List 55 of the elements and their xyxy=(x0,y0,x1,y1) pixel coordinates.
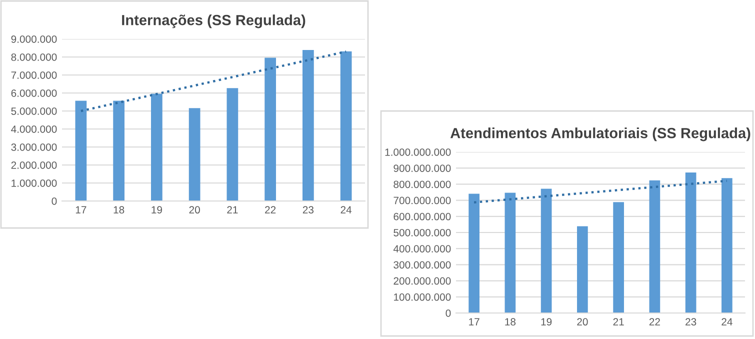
bar xyxy=(113,100,124,201)
x-tick-label: 23 xyxy=(302,206,314,214)
x-tick-label: 19 xyxy=(152,206,162,214)
x-tick-label: 19 xyxy=(541,318,552,326)
x-tick-label: 24 xyxy=(340,206,352,214)
x-tick-label: 18 xyxy=(505,318,516,326)
x-tick-label: 18 xyxy=(114,206,124,214)
bar xyxy=(75,100,87,201)
bar xyxy=(613,202,624,313)
y-tick-label: 4.000.000 xyxy=(11,126,57,133)
x-tick-label: 24 xyxy=(722,318,732,326)
bar xyxy=(302,50,314,201)
x-tick-label: 22 xyxy=(649,318,660,326)
x-tick-label: 17 xyxy=(469,318,480,326)
bar xyxy=(264,58,276,201)
y-tick-label: 9.000.000 xyxy=(11,36,57,43)
y-tick-label: 1.000.000.000 xyxy=(385,148,451,156)
y-tick-label: 7.000.000 xyxy=(11,72,57,79)
bar xyxy=(340,51,352,201)
bar xyxy=(226,88,238,201)
y-tick-label: 5.000.000 xyxy=(11,108,57,115)
y-tick-label: 800.000.000 xyxy=(394,180,451,188)
y-tick-label: 100.000.000 xyxy=(394,293,451,301)
y-tick-label: 400.000.000 xyxy=(393,245,451,252)
x-tick-label: 22 xyxy=(265,206,276,214)
x-tick-label: 20 xyxy=(577,318,588,326)
y-tick-label: 300.000.000 xyxy=(394,261,451,269)
bar xyxy=(504,192,516,313)
bar xyxy=(151,94,162,201)
y-tick-label: 1.000.000 xyxy=(12,180,57,187)
y-tick-label: 8.000.000 xyxy=(11,54,57,61)
y-tick-label: 200.000.000 xyxy=(394,277,451,285)
y-tick-label: 0 xyxy=(446,310,451,317)
y-tick-label: 2.000.000 xyxy=(11,162,57,169)
x-tick-label: 23 xyxy=(686,318,696,326)
y-tick-label: 3.000.000 xyxy=(11,144,57,151)
x-tick-label: 17 xyxy=(76,206,86,214)
x-tick-label: 21 xyxy=(227,206,238,214)
bar xyxy=(188,108,200,201)
y-tick-label: 600.000.000 xyxy=(394,212,451,220)
y-tick-label: 0 xyxy=(52,198,57,205)
bar xyxy=(468,194,480,313)
bar xyxy=(722,178,732,313)
y-tick-label: 900.000.000 xyxy=(394,164,451,172)
x-tick-label: 21 xyxy=(613,318,624,326)
bar xyxy=(577,226,588,313)
chart-title: Atendimentos Ambulatoriais (SS Regulada) xyxy=(450,128,750,142)
y-tick-label: 500.000.000 xyxy=(394,229,451,236)
bar xyxy=(649,180,660,313)
y-tick-label: 6.000.000 xyxy=(11,90,57,97)
x-tick-label: 20 xyxy=(189,206,200,214)
bar xyxy=(540,188,552,313)
y-tick-label: 700.000.000 xyxy=(394,196,451,204)
bar xyxy=(685,172,696,313)
chart-title: Internações (SS Regulada) xyxy=(122,14,306,28)
